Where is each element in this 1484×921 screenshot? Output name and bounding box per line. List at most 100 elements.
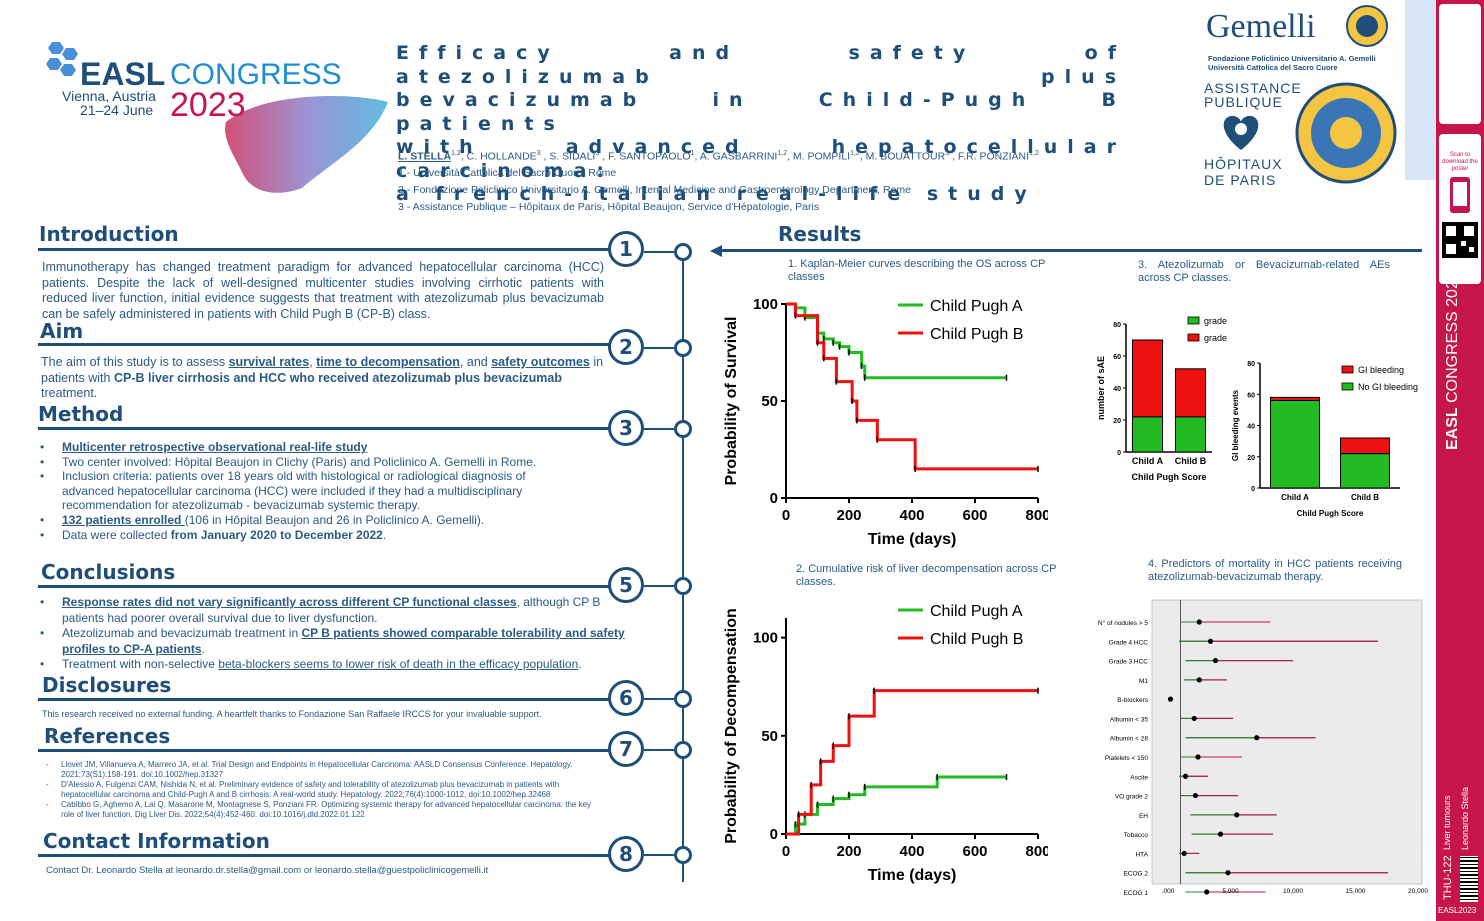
x-tick-label: 15,000: [1346, 888, 1366, 895]
aim-t5: treatment.: [41, 386, 98, 400]
x-tick-label: .000: [1162, 888, 1175, 895]
y-tick-label: 20: [1247, 455, 1255, 462]
y-tick-label: 100: [753, 296, 778, 313]
aphp-line2: PUBLIQUE: [1204, 94, 1283, 110]
method-title: Method: [38, 402, 124, 426]
point-estimate: [1204, 889, 1210, 895]
scan-tile: Scan to download the poster: [1439, 134, 1481, 284]
sidebar-foot: EASL2023: [1438, 906, 1477, 915]
poster-brand-tile: [1439, 4, 1481, 124]
legend-label: GI bleeding: [1358, 365, 1404, 375]
conclusion-item-text: .: [201, 641, 205, 656]
method-list: Multicenter retrospective observational …: [40, 440, 580, 542]
category-label: Child A: [1132, 456, 1164, 466]
bar-segment: [1131, 416, 1164, 453]
conclusion-item-text: beta-blockers seems to lower risk of dea…: [218, 657, 579, 671]
x-tick-label: 200: [836, 843, 861, 860]
barcode: [1460, 856, 1478, 902]
scan-text: Scan to download the poster: [1442, 152, 1478, 172]
congress-city: Vienna, Austria: [62, 88, 156, 104]
predictor-label: Albumin < 35: [1110, 716, 1149, 723]
bar-segment: [1270, 400, 1320, 489]
point-estimate: [1195, 754, 1201, 760]
x-tick-label: 600: [962, 843, 987, 860]
point-estimate: [1254, 735, 1260, 741]
references-list: Llovet JM, Villanueva A, Marrero JA, et …: [46, 760, 606, 820]
legend-label: Child Pugh A: [930, 603, 1023, 620]
series-line: [786, 689, 1038, 836]
sidebar-congress: EASL CONGRESS 2023: [1444, 271, 1462, 450]
aim-link-decompensation: time to decompensation: [316, 355, 460, 369]
y-tick-label: 60: [1247, 392, 1255, 399]
y-tick-label: 0: [770, 490, 778, 507]
connector-1: [644, 251, 674, 253]
aim-link-survival: survival rates: [228, 355, 310, 369]
y-tick-label: 40: [1113, 386, 1121, 393]
author: , F.R. PONZIANI: [949, 150, 1030, 163]
category-label: Child B: [1175, 456, 1207, 466]
title-line: with advanced hepatocellular carcinoma:: [396, 136, 1126, 182]
qr-code[interactable]: [1439, 219, 1481, 261]
legend-label: grade 1-2 trAE: [1204, 333, 1228, 343]
conclusion-item-text: .: [578, 657, 582, 671]
contact-title: Contact Information: [43, 829, 270, 853]
method-item-text: from January 2020 to December 2022: [170, 527, 383, 542]
point-estimate: [1191, 715, 1197, 722]
x-tick-label: 5,000: [1222, 888, 1239, 895]
point-estimate: [1196, 619, 1202, 625]
predictor-label: EH: [1139, 813, 1148, 820]
gi-bleeding-bar-chart: 0 20 40 60 80 Child A Child B Child Pugh Score G…: [1231, 361, 1418, 518]
y-tick-label: 50: [761, 393, 778, 410]
km-survival-chart: 0 200 400 600 800 0 50 100 Time (days) Probabilit…: [723, 296, 1048, 548]
gemelli-sub1: Fondazione Policlinico Universitario A. …: [1208, 54, 1376, 63]
author-list: L. STELLA1,2, C. HOLLANDE3 , S. SIDALI3 …: [398, 146, 1039, 216]
y-axis-label: number of sAE: [1096, 356, 1106, 420]
legend-label: Child Pugh B: [930, 631, 1023, 648]
x-tick-label: 800: [1025, 843, 1048, 860]
disclosures-text: This research received no external fundi…: [42, 709, 542, 719]
conclusion-item-text: CP B patients showed comparable tolerabi…: [62, 626, 625, 656]
conclusions-rule: [38, 585, 618, 588]
sidebar-author: Leonardo Stella: [1460, 786, 1470, 850]
predictor-label: HTA: [1135, 851, 1148, 858]
legend-label: No GI bleeding: [1358, 382, 1418, 392]
predictor-label: N° of nodules > 5: [1098, 619, 1149, 627]
timeline-dot-5: [674, 577, 692, 595]
congress-word: CONGRESS: [170, 58, 342, 91]
right-sidebar: Scan to download the poster EASL CONGRES…: [1436, 0, 1484, 921]
conclusion-item-text: Atezolizumab and bevacizumab treatment i…: [62, 626, 302, 640]
sidebar-year: 2023: [1444, 271, 1461, 307]
sidebar-topic: Liver tumours: [1442, 795, 1452, 850]
bar-segment: [1270, 396, 1320, 401]
title-line: bevacizumab in Child-Pugh B patients: [396, 89, 1126, 135]
disclosures-title: Disclosures: [42, 673, 172, 697]
ucsc-seal-large: [1295, 82, 1397, 184]
reference-item: Cabibbo G, Aghemo A, Lai Q, Masarone M, …: [46, 800, 606, 820]
point-estimate: [1234, 812, 1240, 818]
timeline-dot-7: [674, 741, 692, 759]
bar-segment: [1174, 416, 1207, 453]
y-tick-label: 40: [1247, 424, 1255, 431]
author: , M. POMPILI: [787, 150, 851, 163]
category-label: Child A: [1281, 493, 1309, 502]
method-item-text: Two center involved: Hôpital Beaujon in …: [62, 454, 537, 469]
method-item-text: 132 patients enrolled: [62, 512, 185, 527]
timeline-dot-8: [674, 846, 692, 864]
references-rule: [38, 749, 618, 752]
author-sup: 1,2: [777, 150, 788, 157]
chart1-caption: 1. Kaplan-Meier curves describing the OS…: [788, 258, 1046, 283]
aim-rule: [38, 343, 618, 346]
author: , C. HOLLANDE: [460, 150, 537, 163]
point-estimate: [1212, 657, 1219, 664]
conclusion-item: Response rates did not vary significantl…: [40, 595, 628, 626]
y-tick-label: 80: [1113, 322, 1121, 329]
x-tick-label: 400: [899, 843, 924, 860]
y-tick-label: 0: [1251, 486, 1255, 493]
x-axis-label: Child Pugh Score: [1131, 472, 1206, 482]
timeline-dot-1: [674, 243, 692, 261]
bar-segment: [1174, 368, 1207, 418]
predictor-label: VO grade 2: [1115, 794, 1149, 801]
forest-plot: N° of nodules > 5 Grade 4 HCC Grade 3 HCC M…: [1098, 599, 1428, 897]
author: , F. SANTOPAOLO: [599, 150, 691, 163]
timeline-dot-2: [674, 339, 692, 357]
